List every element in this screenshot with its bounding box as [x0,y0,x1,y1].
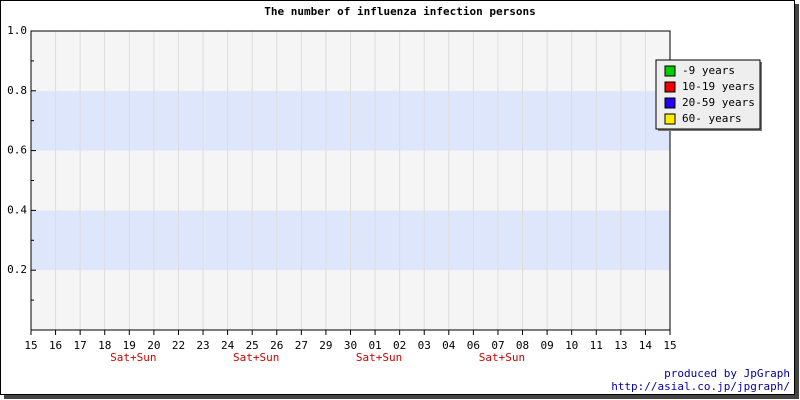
x-tick-label: 22 [172,339,185,352]
y-tick-label: 0.6 [7,144,27,157]
legend-label: 20-59 years [682,96,755,109]
x-tick-label: 27 [295,339,308,352]
chart-title: The number of influenza infection person… [264,5,536,18]
x-tick-label: 09 [540,339,553,352]
plot-frame [30,30,671,331]
x-sublabel: Sat+Sun [356,351,402,364]
x-tick-label: 25 [246,339,259,352]
legend-swatch [664,65,676,77]
x-tick-label: 13 [614,339,627,352]
x-tick-label: 23 [196,339,209,352]
x-tick-label: 24 [221,339,235,352]
x-tick-label: 15 [663,339,676,352]
x-tick-label: 30 [344,339,357,352]
y-tick-label: 0.8 [7,84,27,97]
y-tick-label: 0.2 [7,263,27,276]
legend-swatch [664,81,676,93]
credit: http://asial.co.jp/jpgraph/ [611,380,790,393]
x-sublabel: Sat+Sun [110,351,156,364]
x-tick-label: 08 [516,339,529,352]
legend-label: 60- years [682,112,742,125]
x-tick-label: 17 [74,339,87,352]
x-tick-label: 06 [467,339,480,352]
y-tick-label: 0.4 [7,203,27,216]
x-sublabel: Sat+Sun [479,351,525,364]
x-tick-label: 20 [147,339,160,352]
x-tick-label: 04 [442,339,456,352]
y-tick-label: 1.0 [7,24,27,37]
legend-swatch [664,97,676,109]
x-tick-label: 29 [319,339,332,352]
x-tick-label: 11 [590,339,603,352]
x-tick-label: 16 [49,339,62,352]
x-tick-label: 03 [418,339,431,352]
x-tick-label: 07 [491,339,504,352]
x-tick-label: 10 [565,339,578,352]
x-tick-label: 19 [123,339,136,352]
x-tick-label: 15 [24,339,37,352]
legend-swatch [664,113,676,125]
x-tick-label: 26 [270,339,283,352]
x-tick-label: 18 [98,339,111,352]
x-tick-label: 01 [368,339,381,352]
x-sublabel: Sat+Sun [233,351,279,364]
credit: produced by JpGraph [664,367,790,380]
x-tick-label: 02 [393,339,406,352]
legend-label: -9 years [682,64,735,77]
x-tick-label: 14 [639,339,653,352]
legend-label: 10-19 years [682,80,755,93]
